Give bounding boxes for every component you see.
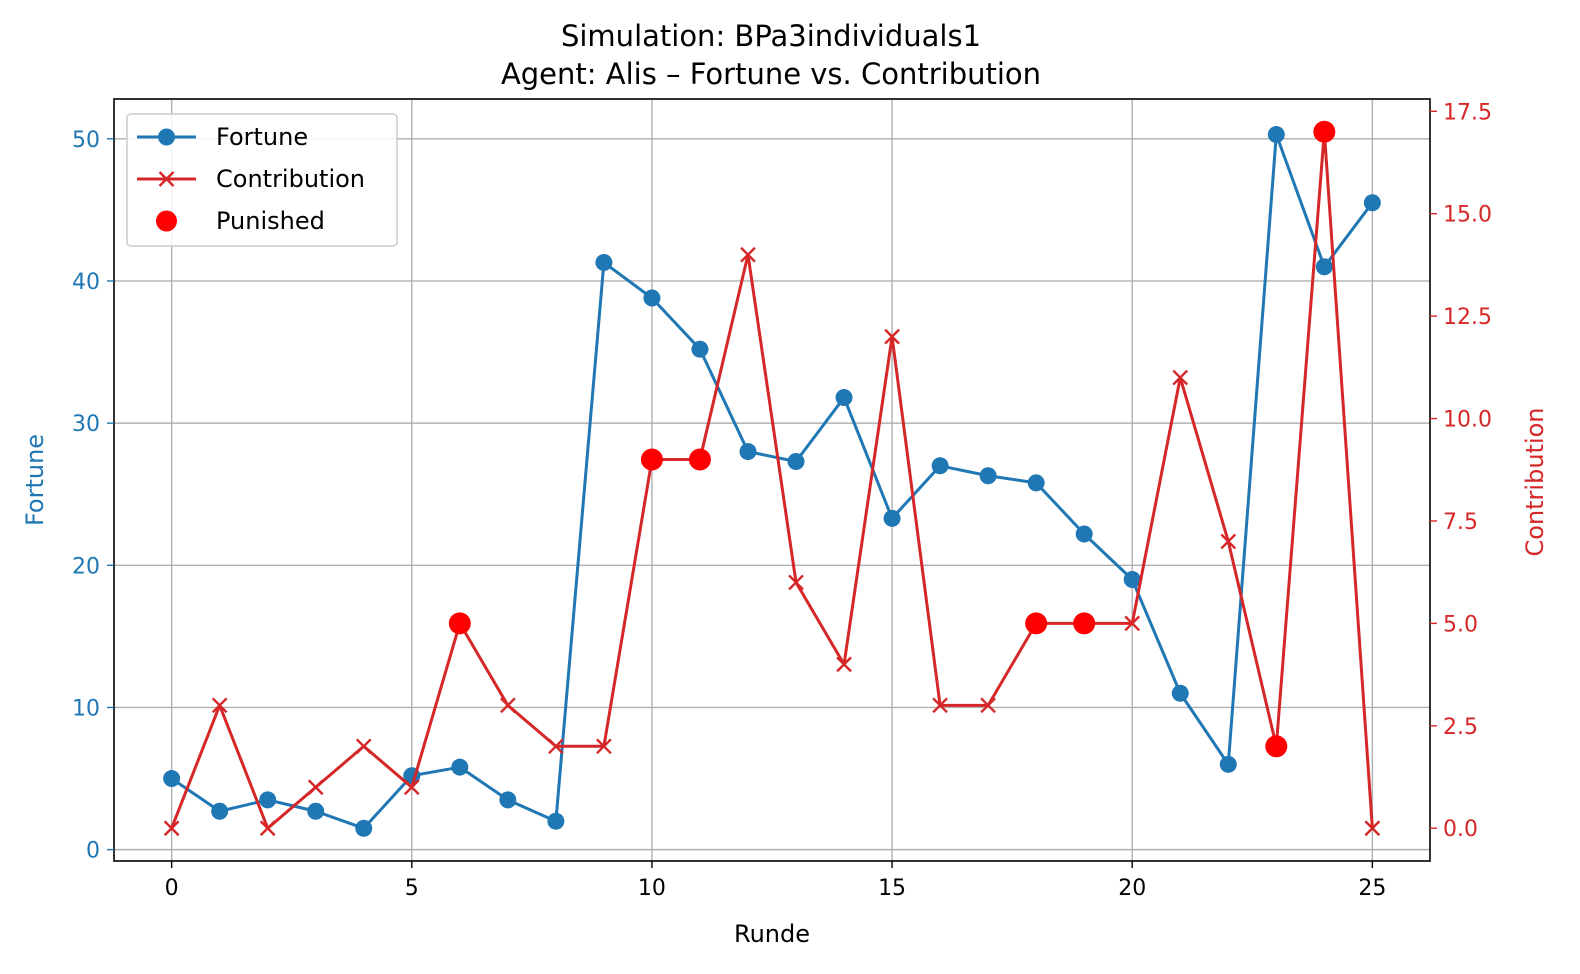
- fortune-point: [787, 453, 805, 471]
- y-left-tick-label: 0: [86, 839, 100, 864]
- legend-punished-marker-icon: [156, 210, 177, 232]
- y-left-tick-label: 10: [72, 696, 100, 721]
- chart-title-line2: Agent: Alis – Fortune vs. Contribution: [501, 57, 1041, 91]
- contribution-point: [259, 820, 276, 837]
- fortune-point: [1171, 684, 1189, 702]
- y-right-tick-label: 12.5: [1443, 305, 1492, 330]
- fortune-point: [835, 389, 853, 407]
- x-tick-label: 0: [165, 876, 179, 901]
- y-axis-right-label: Contribution: [1521, 407, 1549, 556]
- y-axis-right: 0.0 2.5 5.0 7.5 10.0 12.5 15.0 17.5: [1430, 100, 1492, 842]
- punished-point: [1265, 735, 1288, 758]
- contribution-point: [788, 574, 804, 591]
- fortune-point: [883, 509, 901, 527]
- y-right-tick-label: 15.0: [1443, 203, 1492, 228]
- punished-point: [1313, 120, 1336, 143]
- y-right-tick-label: 0.0: [1443, 817, 1478, 842]
- contribution-point: [307, 779, 324, 796]
- legend-entry-contribution: Contribution: [137, 165, 365, 193]
- contribution-point: [932, 697, 948, 714]
- fortune-point: [1363, 194, 1381, 212]
- fortune-point: [211, 802, 229, 820]
- fortune-point: [307, 802, 325, 820]
- punished-point: [448, 612, 471, 635]
- y-left-tick-label: 40: [72, 270, 100, 295]
- contribution-point: [355, 738, 372, 755]
- legend-punished-label: Punished: [216, 207, 325, 235]
- plot-frame: [113, 98, 1431, 862]
- contribution-point: [980, 697, 996, 714]
- fortune-point: [259, 791, 277, 809]
- y-left-tick-label: 50: [72, 128, 100, 153]
- legend-frame: [126, 113, 398, 247]
- plot-series: [163, 120, 1381, 837]
- x-marker-icon: [158, 171, 175, 187]
- contribution-point: [836, 656, 852, 673]
- contribution-point: [1124, 615, 1141, 632]
- y-right-tick-label: 5.0: [1443, 612, 1478, 637]
- fortune-point: [1267, 126, 1285, 144]
- legend: Fortune Contribution Punished: [126, 113, 398, 247]
- fortune-point: [643, 289, 661, 307]
- fortune-point: [1219, 755, 1237, 773]
- x-tick-label: 25: [1358, 876, 1386, 901]
- contribution-point: [884, 328, 900, 345]
- fortune-point: [1075, 525, 1093, 543]
- contribution-point: [1364, 820, 1381, 837]
- fortune-point: [739, 443, 757, 461]
- fortune-point: [1315, 258, 1333, 276]
- y-axis-left: 0 10 20 30 40 50: [72, 128, 114, 864]
- contribution-point: [211, 697, 228, 714]
- fortune-point: [931, 457, 949, 475]
- punished-point: [1073, 612, 1096, 635]
- x-tick-label: 10: [638, 876, 666, 901]
- fortune-series: [163, 126, 1381, 837]
- fortune-point: [979, 467, 997, 485]
- fortune-point: [595, 253, 613, 271]
- y-left-tick-label: 20: [72, 554, 100, 579]
- legend-entry-punished: Punished: [156, 207, 325, 235]
- y-left-tick-label: 30: [72, 412, 100, 437]
- legend-fortune-marker-icon: [158, 128, 175, 146]
- contribution-point: [163, 820, 180, 837]
- fortune-point: [1123, 571, 1141, 589]
- y-right-tick-label: 7.5: [1443, 510, 1478, 535]
- x-axis: 0 5 10 15 20 25: [165, 861, 1386, 901]
- punished-point: [1025, 612, 1048, 635]
- fortune-point: [451, 758, 469, 776]
- legend-contribution-marker-icon: [158, 171, 175, 187]
- contribution-point: [740, 246, 756, 263]
- fortune-point: [1027, 474, 1045, 492]
- x-tick-label: 20: [1118, 876, 1146, 901]
- fortune-line: [170, 133, 1374, 830]
- x-tick-label: 5: [405, 876, 419, 901]
- fortune-point: [163, 770, 181, 788]
- y-axis-left-label: Fortune: [21, 434, 49, 526]
- chart-title-line1: Simulation: BPa3individuals1: [561, 19, 981, 53]
- contribution-point: [403, 779, 420, 796]
- fortune-point: [355, 819, 373, 837]
- y-right-tick-label: 2.5: [1443, 715, 1478, 740]
- legend-fortune-label: Fortune: [216, 123, 308, 151]
- legend-contribution-label: Contribution: [216, 165, 365, 193]
- x-axis-label: Runde: [734, 920, 810, 948]
- contribution-point: [1220, 533, 1237, 550]
- contribution-point: [499, 697, 516, 714]
- punished-point: [640, 448, 663, 471]
- fortune-point: [691, 340, 709, 358]
- contribution-point: [596, 738, 612, 755]
- contribution-point: [1172, 369, 1189, 386]
- contribution-line: [170, 130, 1374, 830]
- legend-entry-fortune: Fortune: [137, 123, 308, 151]
- y-right-tick-label: 10.0: [1443, 408, 1492, 433]
- punished-series: [448, 120, 1336, 758]
- fortune-point: [547, 812, 565, 830]
- y-right-tick-label: 17.5: [1443, 100, 1492, 125]
- fortune-point: [499, 791, 517, 809]
- punished-point: [688, 448, 711, 471]
- x-tick-label: 15: [878, 876, 906, 901]
- contribution-point: [548, 738, 564, 755]
